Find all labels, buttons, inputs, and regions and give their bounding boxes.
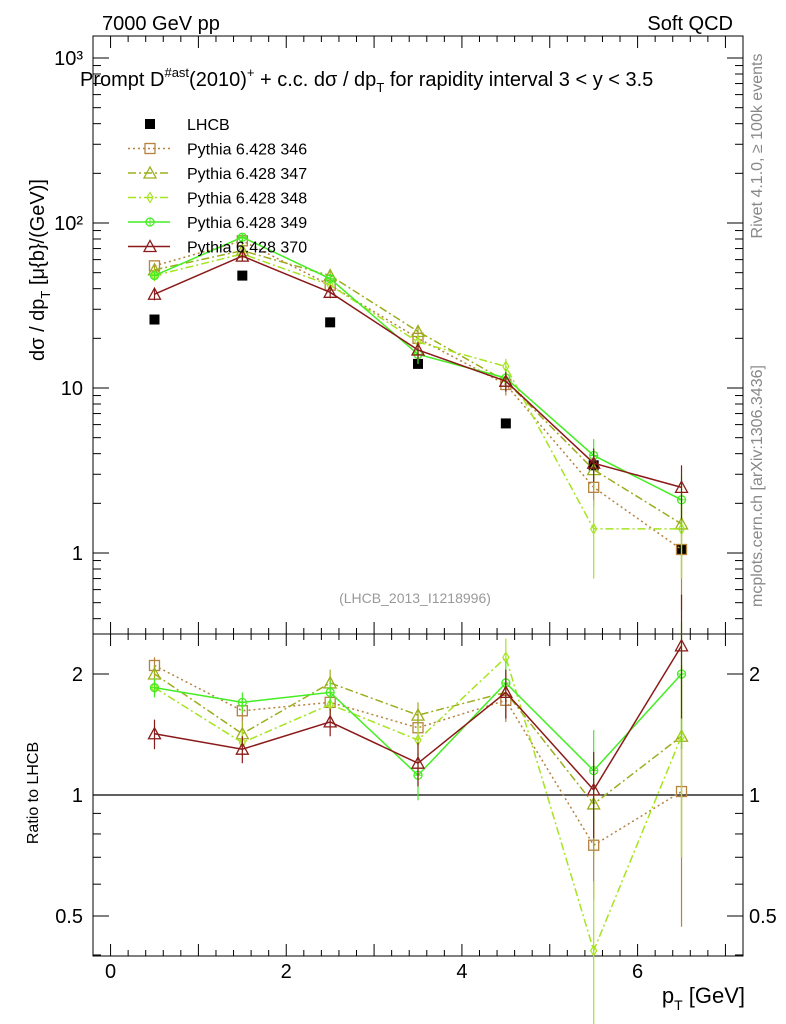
ratio-y-axis-label: Ratio to LHCB [25,742,42,844]
title-part2: (2010) [189,69,247,91]
main-series-line [154,240,682,551]
ratio-series-group [147,594,689,1024]
legend-label: Pythia 6.428 370 [187,240,307,257]
mcplots-label: mcplots.cern.ch [arXiv:1306.3436] [749,365,766,607]
main-series-line [154,255,682,489]
main-series-group [147,232,689,611]
ratio-series-2 [150,638,686,1024]
x-label-sub: T [674,997,683,1013]
ratio-data-point [410,707,426,721]
main-data-point [498,373,513,387]
x-tick-label: 0 [105,961,116,983]
ratio-y-tick-label: 2 [72,664,83,686]
main-data-point [325,317,336,328]
ratio-data-point [147,726,162,740]
x-tick-label: 6 [632,961,643,983]
header-energy: 7000 GeV pp [102,13,220,35]
main-series-3 [150,247,686,579]
header-category: Soft QCD [647,13,733,35]
legend-label: Pythia 6.428 349 [187,215,307,232]
ratio-data-point [674,638,689,652]
y-label-unit: [μ{b}/(GeV)] [27,179,49,291]
title-sub3: T [376,80,384,95]
legend-marker [144,142,156,155]
main-y-tick-label: 10 [61,378,83,400]
main-series-line [154,253,682,530]
title-sup1: #ast [164,65,189,80]
title-part4: for rapidity interval 3 < y < 3.5 [384,69,653,91]
legend-label: Pythia 6.428 348 [187,191,307,208]
ratio-y-tick-label: 1 [72,785,83,807]
x-tick-label: 4 [456,961,467,983]
x-tick-label: 2 [281,961,292,983]
legend-marker [142,165,158,179]
x-label-main: p [662,983,674,1008]
ratio-data-point [410,755,426,769]
main-data-point [410,342,426,356]
main-axes: 1 10 10² 10³ [54,36,744,634]
plot-title: Prompt D#ast(2010)+ + c.c. dσ / dpT for … [80,65,653,95]
main-data-point [147,286,162,300]
title-part3: + c.c. dσ / dp [254,69,376,91]
ratio-axes: 0 2 4 6 0.5 0.5 1 1 2 2 [55,634,777,983]
main-series-line [154,249,682,525]
main-data-point [589,522,598,536]
main-data-point [674,479,689,493]
main-data-point [323,284,338,298]
main-series-0 [149,270,687,555]
ratio-data-point [498,685,513,699]
y-label-main: dσ / dp [27,299,49,361]
x-label-unit: [GeV] [683,983,745,1008]
legend-label: LHCB [187,117,230,134]
analysis-id: (LHCB_2013_I1218996) [339,590,491,606]
legend-marker [145,119,155,129]
ratio-series-4 [147,594,689,839]
rivet-label: Rivet 4.1.0, ≥ 100k events [749,54,766,239]
main-data-point [149,314,160,325]
main-data-point [500,418,511,429]
main-data-point [237,270,248,281]
main-series-1 [148,235,688,611]
ratio-y-tick-label-right: 1 [749,785,760,807]
ratio-y-tick-label: 0.5 [55,906,83,928]
main-y-tick-label: 1 [72,543,83,565]
ratio-data-point [586,782,601,796]
y-label-sub: T [38,291,53,299]
legend-marker [146,191,154,204]
legend-label: Pythia 6.428 346 [187,142,307,159]
main-series-4 [149,232,687,535]
ratio-data-point [323,714,338,728]
x-axis-label: pT [GeV] [662,983,745,1013]
title-part1: Prompt D [80,69,164,91]
title-sup2: + [247,65,255,80]
ratio-data-point [589,944,598,957]
ratio-data-point [235,741,250,755]
ratio-y-tick-label-right: 0.5 [749,906,777,928]
ratio-y-tick-label-right: 2 [749,664,760,686]
legend: LHCB Pythia 6.428 346 Pythia 6.428 347 Pyth… [128,117,307,257]
legend-marker [142,239,158,253]
main-series-5 [147,248,689,520]
main-data-point [586,455,601,469]
legend-label: Pythia 6.428 347 [187,166,307,183]
main-y-axis-label: dσ / dpT [μ{b}/(GeV)] [27,179,53,361]
main-y-tick-label: 10³ [54,48,83,70]
main-data-point [235,248,250,262]
main-y-tick-label: 10² [54,213,83,235]
